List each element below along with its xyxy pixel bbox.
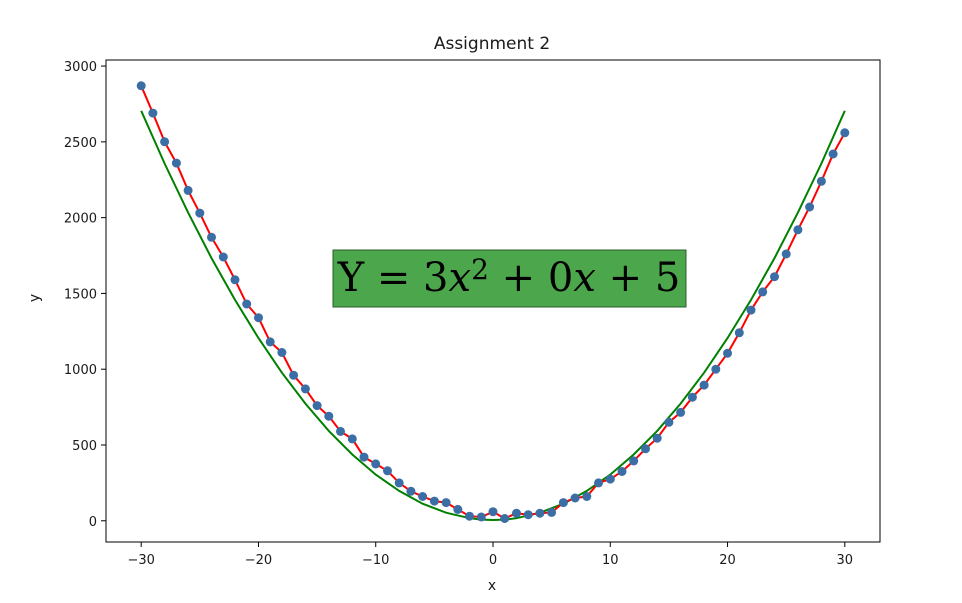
equation-superscript: 2 [471, 253, 489, 286]
data-point [488, 507, 498, 517]
equation-part: + 5 [596, 255, 680, 301]
equation-text: Y = 3x2 + 0x + 5 [337, 253, 681, 301]
y-tick-label: 500 [72, 439, 97, 454]
x-tick-label: 10 [602, 553, 619, 568]
data-point [289, 370, 299, 380]
data-point [453, 504, 463, 514]
data-point [230, 275, 240, 285]
chart-title: Assignment 2 [434, 34, 550, 54]
equation-part: + 0 [489, 255, 573, 301]
data-point [641, 444, 650, 454]
points-layer [136, 81, 850, 523]
data-point [770, 272, 779, 282]
data-point [394, 478, 404, 488]
data-point [570, 493, 580, 503]
data-point [594, 478, 603, 488]
data-point [523, 510, 533, 520]
data-point [207, 232, 216, 242]
y-tick-label: 3000 [64, 60, 97, 75]
data-point [734, 328, 744, 338]
data-point [758, 287, 768, 297]
x-tick-label: 0 [489, 553, 497, 568]
y-tick-label: 2000 [64, 212, 97, 227]
data-point [429, 496, 439, 506]
data-point [547, 507, 557, 517]
data-point [254, 313, 263, 323]
data-point [148, 108, 158, 118]
data-point [535, 508, 545, 518]
data-point [371, 459, 381, 469]
data-point [265, 337, 275, 347]
data-point [687, 392, 697, 402]
data-point [183, 185, 193, 195]
data-point [781, 249, 791, 259]
data-point [500, 514, 510, 523]
data-point [277, 348, 287, 357]
y-axis-title: y [27, 294, 43, 302]
data-point [629, 456, 639, 466]
data-point [359, 452, 369, 462]
x-ticks: −30 −20 −10 0 10 20 30 [127, 542, 853, 568]
data-point [699, 380, 709, 390]
data-point [160, 137, 170, 147]
green-curve-layer [140, 110, 846, 522]
x-axis-title: x [488, 578, 496, 594]
data-point [476, 512, 486, 522]
data-point [582, 492, 592, 501]
data-point [652, 433, 662, 443]
data-point [242, 299, 252, 309]
data-point [171, 158, 181, 168]
data-point [793, 225, 803, 235]
y-ticks: 0 500 1000 1500 2000 2500 3000 [64, 60, 106, 530]
data-point [617, 467, 627, 476]
equation-box [332, 249, 687, 308]
data-point [840, 128, 850, 138]
data-point [605, 474, 615, 484]
data-point [558, 498, 568, 508]
data-point [676, 407, 686, 417]
x-tick-label: −30 [127, 553, 154, 568]
data-point [312, 401, 322, 411]
x-tick-label: 30 [837, 553, 854, 568]
equation-annotation: Y = 3x2 + 0x + 5 [332, 249, 687, 308]
data-point [664, 417, 674, 427]
data-point [336, 426, 345, 436]
equation-part: x [449, 255, 472, 301]
data-point [136, 81, 146, 91]
data-point [195, 208, 205, 218]
data-point [383, 466, 392, 476]
equation-part: Y = 3 [337, 255, 449, 301]
x-tick-label: 20 [719, 553, 736, 568]
x-tick-label: −10 [362, 553, 389, 568]
data-point [828, 149, 838, 159]
y-tick-label: 0 [89, 515, 97, 530]
data-point [300, 384, 310, 394]
data-point [746, 305, 756, 315]
data-point [512, 508, 521, 518]
x-tick-label: −20 [245, 553, 272, 568]
data-point [324, 411, 334, 421]
data-point [218, 252, 228, 262]
fitted-curve-line [140, 110, 846, 522]
data-point [465, 511, 474, 521]
data-point [723, 348, 732, 358]
y-tick-label: 1000 [64, 363, 97, 378]
y-tick-label: 2500 [64, 136, 97, 151]
data-point [711, 364, 721, 374]
data-point [441, 498, 451, 508]
data-point [406, 486, 416, 496]
data-point [816, 176, 826, 186]
y-tick-label: 1500 [64, 287, 97, 302]
data-point [418, 492, 428, 501]
data-point [805, 202, 815, 212]
equation-part: x [573, 255, 596, 301]
data-point [347, 434, 357, 444]
